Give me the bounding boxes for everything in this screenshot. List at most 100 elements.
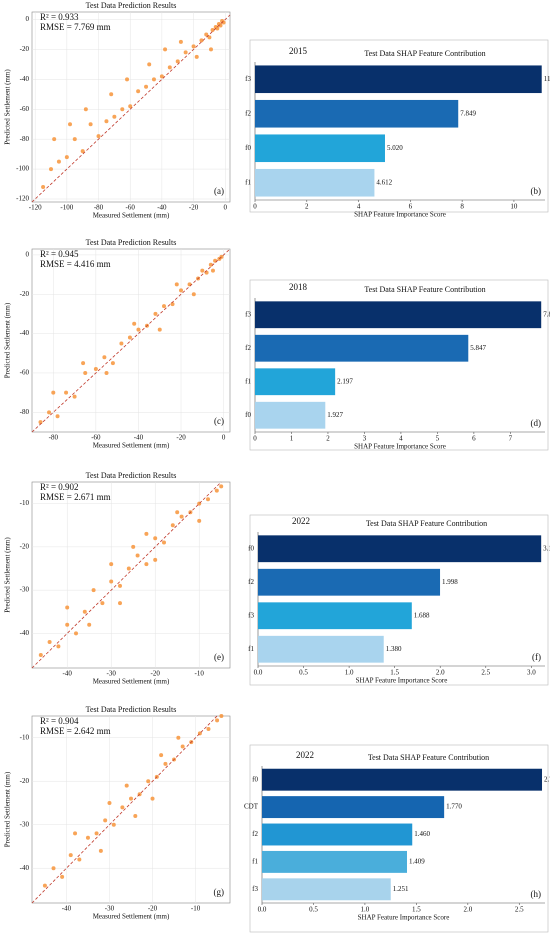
point bbox=[77, 857, 82, 862]
y-tick-label: -10 bbox=[20, 733, 30, 741]
value-label: 5.020 bbox=[387, 144, 403, 152]
point bbox=[111, 822, 116, 827]
value-label: 1.460 bbox=[414, 830, 430, 838]
point bbox=[87, 622, 92, 627]
x-tick-label: 0 bbox=[253, 203, 257, 211]
point bbox=[131, 544, 136, 549]
point bbox=[136, 89, 141, 94]
x-tick-label: 2.5 bbox=[481, 669, 490, 677]
value-label: 3.108 bbox=[543, 544, 550, 552]
x-tick-label: 3.0 bbox=[527, 669, 536, 677]
point bbox=[210, 27, 215, 32]
point bbox=[175, 510, 180, 515]
point bbox=[82, 609, 87, 614]
point bbox=[136, 327, 141, 332]
y-tick-label: 0 bbox=[26, 15, 30, 23]
category-label: f2 bbox=[245, 109, 251, 117]
point bbox=[153, 557, 158, 562]
chart-title: Test Data Prediction Results bbox=[86, 1, 177, 10]
x-tick-label: -20 bbox=[189, 204, 199, 212]
category-label: f0 bbox=[252, 775, 258, 783]
point bbox=[151, 77, 156, 82]
y-tick-label: -40 bbox=[20, 75, 30, 83]
panel-label: (e) bbox=[214, 652, 224, 662]
point bbox=[167, 65, 172, 70]
x-tick-label: 1.5 bbox=[390, 669, 399, 677]
x-tick-label: -10 bbox=[195, 670, 205, 678]
bar bbox=[255, 65, 542, 94]
point bbox=[68, 122, 73, 127]
x-tick-label: -40 bbox=[134, 434, 144, 442]
point bbox=[178, 39, 183, 44]
point bbox=[174, 282, 179, 287]
point bbox=[91, 588, 96, 593]
x-tick-label: 1.0 bbox=[345, 669, 354, 677]
plot-frame bbox=[31, 11, 231, 203]
chart-title: Test Data Prediction Results bbox=[86, 705, 177, 714]
bar bbox=[255, 99, 459, 128]
x-tick-label: 2.0 bbox=[436, 669, 445, 677]
y-tick-label: -40 bbox=[20, 329, 30, 337]
x-tick-label: -80 bbox=[94, 204, 104, 212]
x-tick-label: -40 bbox=[62, 905, 72, 913]
category-label: f1 bbox=[252, 858, 258, 866]
bar bbox=[255, 401, 326, 429]
panel-label: (g) bbox=[214, 887, 225, 897]
point bbox=[112, 114, 117, 119]
point bbox=[104, 370, 109, 375]
point bbox=[194, 54, 199, 59]
reference-line bbox=[31, 715, 218, 904]
panel-label: (a) bbox=[214, 186, 224, 196]
bar bbox=[258, 602, 412, 630]
category-label: f1 bbox=[248, 645, 254, 653]
x-tick-label: -20 bbox=[176, 434, 186, 442]
category-label: f0 bbox=[248, 544, 254, 552]
point bbox=[147, 62, 152, 67]
x-tick-label: 2.5 bbox=[515, 906, 524, 914]
point bbox=[42, 883, 47, 888]
category-label: f2 bbox=[245, 344, 251, 352]
value-label: 7.846 bbox=[543, 310, 550, 318]
point bbox=[118, 583, 122, 588]
point bbox=[199, 38, 204, 43]
annotation: R² = 0.904 bbox=[40, 716, 79, 726]
point bbox=[60, 874, 65, 879]
chart-title: Test Data SHAP Feature Contribution bbox=[366, 519, 487, 528]
x-tick-label: 2 bbox=[326, 435, 330, 443]
y-tick-label: 0 bbox=[26, 251, 30, 259]
category-label: f2 bbox=[248, 578, 254, 586]
point bbox=[206, 727, 211, 732]
reference-line bbox=[31, 248, 231, 433]
y-axis-label: Predicted Settlement (mm) bbox=[4, 69, 12, 145]
point bbox=[187, 282, 192, 287]
category-label: f2 bbox=[252, 830, 258, 838]
x-tick-label: 2 bbox=[305, 203, 309, 211]
value-label: 1.927 bbox=[327, 411, 343, 419]
point bbox=[129, 796, 133, 801]
bar bbox=[262, 768, 543, 791]
point bbox=[52, 137, 57, 142]
point bbox=[219, 484, 224, 489]
x-tick-label: 10 bbox=[510, 203, 518, 211]
point bbox=[119, 341, 124, 346]
point bbox=[218, 23, 223, 28]
point bbox=[210, 268, 215, 273]
category-label: f0 bbox=[245, 411, 251, 419]
category-label: f0 bbox=[245, 144, 251, 152]
x-tick-label: 6 bbox=[409, 203, 413, 211]
x-tick-label: 1 bbox=[290, 435, 294, 443]
plot-frame bbox=[31, 715, 231, 904]
panel-label: (h) bbox=[531, 889, 542, 899]
point bbox=[98, 848, 103, 853]
point bbox=[204, 32, 209, 37]
value-label: 1.380 bbox=[386, 645, 402, 653]
category-label: f3 bbox=[252, 885, 258, 893]
annotation: RMSE = 7.769 mm bbox=[40, 22, 111, 32]
x-axis-label: SHAP Feature Importance Score bbox=[354, 443, 446, 451]
point bbox=[51, 866, 56, 871]
point bbox=[176, 735, 181, 740]
value-label: 2.197 bbox=[337, 377, 353, 385]
x-tick-label: 0.0 bbox=[258, 906, 267, 914]
point bbox=[180, 744, 185, 749]
y-axis-label: Predicted Settlement (mm) bbox=[4, 302, 12, 378]
